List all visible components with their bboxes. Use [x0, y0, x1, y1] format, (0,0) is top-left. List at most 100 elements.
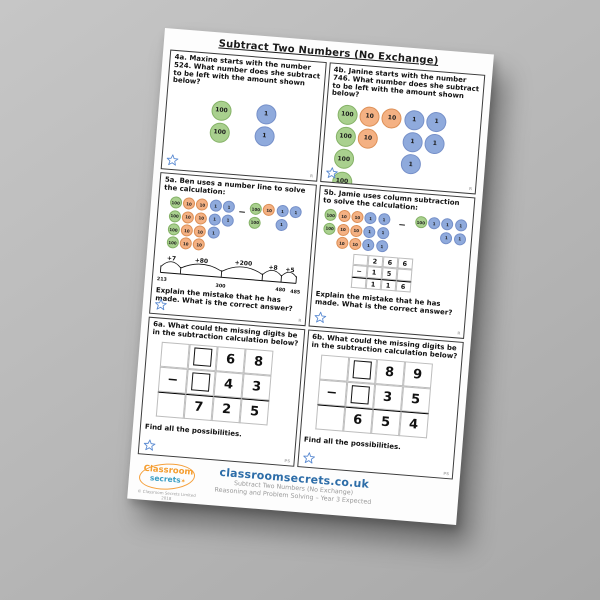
- digit-cell: 3: [241, 373, 272, 401]
- place-value-chart-4a: 100 1 100 1: [168, 95, 318, 151]
- counter-1-icon: 1: [454, 219, 468, 233]
- missing-digits-calc-6b: 8 9 −3 5 6 5 4: [314, 354, 433, 438]
- strand-mark: R: [457, 330, 461, 336]
- digit-cell: 6: [395, 280, 411, 293]
- digit-cell: 3: [372, 383, 403, 411]
- counter-1-icon: 1: [399, 153, 422, 176]
- missing-digit-box: [193, 347, 213, 367]
- missing-digits-calc-6a: 6 8 −4 3 7 2 5: [155, 341, 274, 426]
- digit-cell: 5: [370, 408, 401, 436]
- counter-10-icon: 10: [336, 223, 350, 237]
- jump-label: +80: [195, 257, 209, 265]
- counter-100-icon: 100: [208, 121, 231, 144]
- counter-100-icon: 100: [336, 103, 359, 126]
- counter-10-icon: 10: [192, 238, 206, 252]
- question-grid: 4a. Maxine starts with the number 524. W…: [131, 45, 493, 480]
- classroom-secrets-logo: Classroom secrets✶ © Classroom Secrets L…: [136, 460, 199, 502]
- digit-cell: 1: [365, 277, 382, 291]
- digit-cell: 5: [239, 397, 270, 426]
- counter-100-icon: 100: [167, 222, 181, 236]
- star-icon: [314, 311, 326, 323]
- counter-10-icon: 10: [348, 237, 362, 251]
- counter-1-icon: 1: [403, 109, 426, 131]
- star-icon: [155, 298, 167, 311]
- strand-mark: R: [468, 185, 473, 192]
- strand-mark: PS: [284, 457, 291, 464]
- find-possibilities-text: Find all the possibilities.: [303, 435, 402, 451]
- missing-digit-cell: [185, 368, 216, 396]
- digit-cell: 5: [400, 385, 431, 414]
- digit-cell: 2: [211, 395, 242, 423]
- subtrahend-counters-5b: 100 1 1 1 1 1: [413, 215, 468, 246]
- counter-10-icon: 10: [358, 105, 381, 127]
- counter-1-icon: 1: [208, 212, 222, 226]
- counter-grid: 100 1 1 1 1 1: [413, 215, 468, 246]
- counter-10-icon: 10: [262, 203, 276, 217]
- counter-100-icon: 100: [249, 202, 263, 216]
- minuend-counters-5b: 100 10 10 1 1 100 10 10 1 1 10 10 1 1: [321, 208, 391, 253]
- strand-mark: PS: [443, 470, 450, 477]
- counter-1-icon: 1: [377, 213, 391, 226]
- counter-10-icon: 10: [193, 225, 207, 239]
- jump-label: +200: [235, 260, 253, 268]
- counter-1-icon: 1: [376, 226, 390, 240]
- counter-10-icon: 10: [182, 197, 196, 211]
- explain-text-5b: Explain the mistake that he has made. Wh…: [314, 290, 453, 318]
- minus-sign: −: [237, 207, 247, 218]
- number-line: +7 +80 +200 +8 +5 213 300 480 485: [157, 255, 301, 296]
- counter-10-icon: 10: [194, 211, 208, 225]
- digit-cell: 7: [183, 393, 214, 421]
- counter-10-icon: 10: [181, 210, 195, 224]
- missing-digit-cell: [344, 381, 375, 409]
- tick-label: 480: [275, 287, 286, 294]
- digit-cell: 6: [342, 406, 373, 434]
- question-cell-4a: 4a. Maxine starts with the number 524. W…: [160, 49, 327, 182]
- counter-100-icon: 100: [166, 236, 179, 250]
- counter-grid: 100 1 100 1: [208, 98, 278, 148]
- missing-digit-cell: [187, 343, 218, 371]
- counter-100-icon: 100: [210, 99, 233, 122]
- counter-10-icon: 10: [337, 209, 351, 223]
- star-icon: [166, 154, 179, 166]
- strand-mark: R: [309, 173, 314, 179]
- counter-100-icon: 100: [334, 125, 357, 148]
- counter-10-icon: 10: [349, 224, 363, 238]
- jump-label: +7: [167, 255, 177, 263]
- find-possibilities-text: Find all the possibilities.: [144, 422, 243, 439]
- missing-digit-box: [352, 360, 372, 380]
- tick-label: 485: [290, 289, 300, 296]
- counter-1-icon: 1: [289, 205, 303, 219]
- counter-10-icon: 10: [335, 236, 349, 250]
- jump-label: +5: [285, 267, 295, 275]
- counter-100-icon: 100: [414, 216, 428, 229]
- question-cell-5b: 5b. Jamie uses column subtraction to sol…: [308, 184, 476, 339]
- question-cell-6b: 6b. What could the missing digits be in …: [296, 329, 464, 480]
- missing-digit-box: [191, 372, 211, 392]
- counter-1-icon: 1: [274, 218, 288, 232]
- digit-cell: 1: [380, 278, 397, 292]
- jump-label: +8: [268, 264, 278, 272]
- counter-1-icon: 1: [209, 199, 223, 213]
- counter-1-icon: 1: [221, 213, 235, 227]
- question-text-4a: 4a. Maxine starts with the number 524. W…: [172, 52, 321, 88]
- counter-grid: 100 10 10 1 1 100 10 1 1 100 1 100: [330, 102, 449, 194]
- tick-label: 213: [157, 276, 167, 283]
- counter-1-icon: 1: [375, 239, 389, 253]
- digit-cell: −: [157, 366, 188, 394]
- digit-cell: 4: [398, 410, 429, 438]
- counter-1-icon: 1: [425, 110, 448, 133]
- counter-10-icon: 10: [179, 237, 193, 251]
- minus-sign: −: [397, 220, 407, 231]
- counter-10-icon: 10: [350, 210, 364, 224]
- counter-1-icon: 1: [255, 103, 277, 125]
- counter-grid: 100 10 10 1 1 100 10 10 1 1 100 10 10 1 100 10 10: [165, 196, 236, 255]
- star-icon: [143, 439, 156, 451]
- place-value-chart-4b: 100 10 10 1 1 100 10 1 1 100 1 100: [330, 102, 477, 194]
- column-subtraction-5b: 2 6 6−1 5 1 1 6: [350, 253, 413, 293]
- star-icon: [325, 167, 338, 179]
- counter-1-icon: 1: [222, 200, 236, 214]
- digit-cell: −: [316, 379, 347, 407]
- star-icon: [302, 452, 315, 464]
- digit-cell: 6: [215, 345, 246, 374]
